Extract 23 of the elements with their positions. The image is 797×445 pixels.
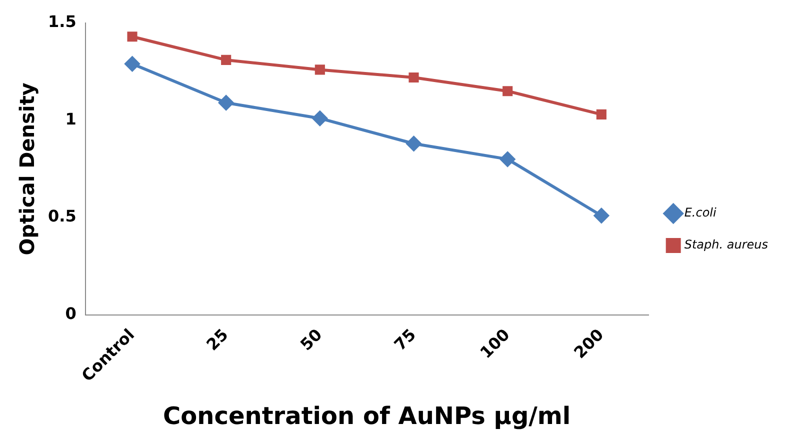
point — [500, 152, 516, 167]
point — [408, 72, 419, 83]
y-tick-label: 1.5 — [48, 12, 76, 32]
point — [314, 64, 325, 75]
y-tick-label: 1 — [65, 109, 76, 128]
y-tick-label: 0 — [65, 304, 76, 324]
point — [312, 110, 328, 126]
legend-label: Staph. aureus — [684, 238, 768, 252]
point — [502, 86, 513, 96]
x-tick-label: 75 — [390, 324, 420, 354]
point — [406, 136, 422, 152]
point — [221, 54, 232, 66]
x-axis-title: Concentration of AuNPs µg/ml — [163, 402, 571, 430]
point — [127, 32, 138, 42]
x-tick-label: 25 — [202, 324, 232, 354]
point — [124, 56, 140, 72]
point — [596, 109, 606, 120]
y-tick-label: 0.5 — [48, 206, 76, 226]
legend-label: E.coli — [684, 206, 718, 220]
y-axis-title: Optical Density — [15, 82, 40, 256]
point — [218, 95, 234, 110]
point — [594, 208, 609, 224]
x-tick-label: 50 — [296, 324, 326, 354]
